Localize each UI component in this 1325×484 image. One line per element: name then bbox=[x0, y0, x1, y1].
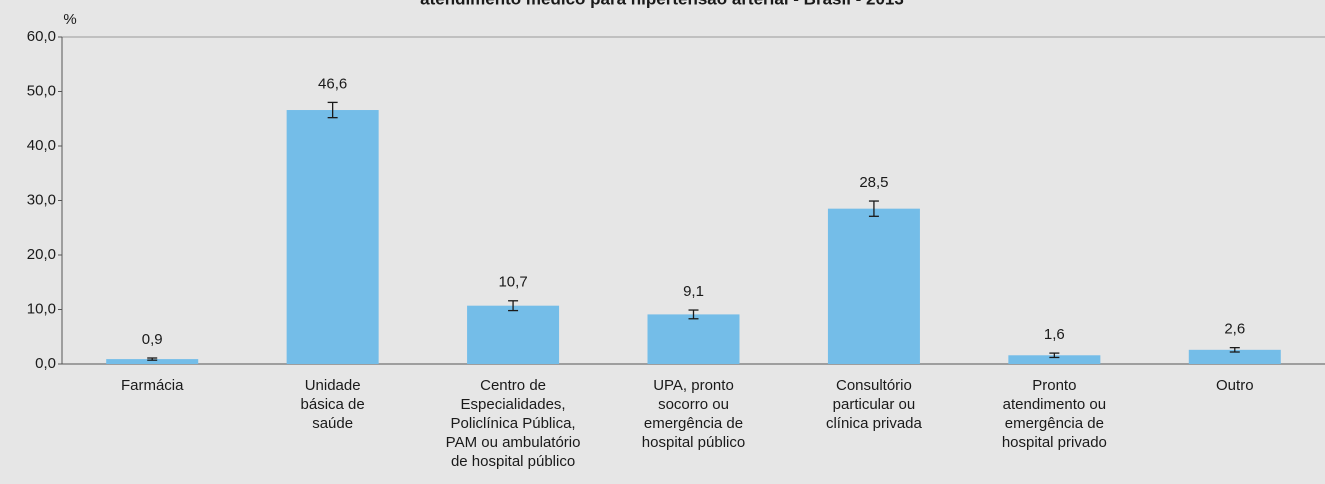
x-tick-label: Farmácia bbox=[121, 377, 184, 394]
error-bar bbox=[688, 309, 699, 320]
y-tick-label: 10,0 bbox=[27, 300, 56, 317]
error-bar bbox=[1049, 352, 1060, 359]
y-tick-label: 30,0 bbox=[27, 191, 56, 208]
data-label: 10,7 bbox=[498, 274, 527, 291]
y-tick-label: 60,0 bbox=[27, 28, 56, 45]
data-label: 46,6 bbox=[318, 75, 347, 92]
x-tick-label: UPA, pronto socorro ou emergência de hospit… bbox=[642, 377, 745, 451]
x-tick-label: Pronto atendimento ou emergência de hospita… bbox=[1002, 377, 1107, 451]
x-tick-label: Unidade básica de saúde bbox=[301, 377, 365, 432]
data-label: 1,6 bbox=[1044, 326, 1065, 343]
data-label: 28,5 bbox=[859, 174, 888, 191]
x-tick-label: Consultório particular ou clínica privada bbox=[826, 377, 923, 432]
data-label: 9,1 bbox=[683, 283, 704, 300]
bar bbox=[647, 314, 740, 364]
chart-title: atendimento médico para hipertensão arte… bbox=[420, 0, 904, 8]
x-tick-label: Outro bbox=[1216, 377, 1254, 394]
bar bbox=[827, 208, 920, 364]
error-bar bbox=[1229, 346, 1240, 353]
bar bbox=[1188, 349, 1281, 364]
bar bbox=[286, 110, 379, 364]
x-tick-label: Centro de Especialidades, Policlínica Públ… bbox=[446, 377, 581, 470]
error-bar bbox=[147, 357, 158, 361]
y-axis-label: % bbox=[63, 11, 76, 28]
y-tick-label: 40,0 bbox=[27, 137, 56, 154]
error-bar bbox=[868, 200, 879, 217]
data-label: 0,9 bbox=[142, 331, 163, 348]
error-bar bbox=[508, 300, 519, 312]
error-bar bbox=[327, 101, 338, 119]
y-tick-label: 20,0 bbox=[27, 246, 56, 263]
bar bbox=[1008, 355, 1101, 364]
y-tick-label: 50,0 bbox=[27, 82, 56, 99]
data-label: 2,6 bbox=[1224, 321, 1245, 338]
bar bbox=[106, 359, 199, 364]
y-tick-label: 0,0 bbox=[35, 355, 56, 372]
bar bbox=[467, 305, 560, 364]
